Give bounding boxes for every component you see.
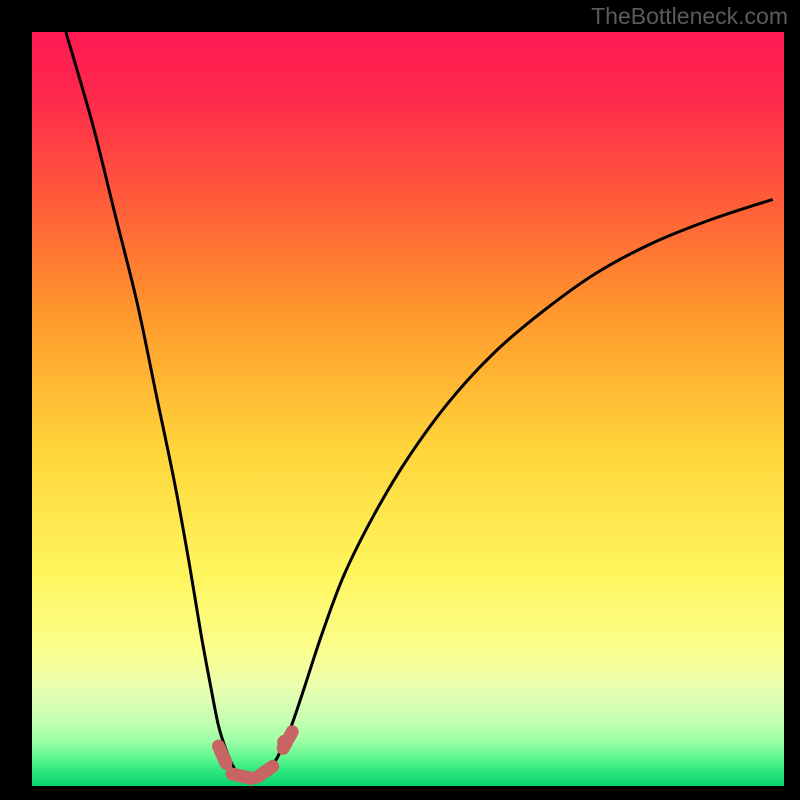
marker-segment xyxy=(218,746,226,763)
marker-segment xyxy=(258,766,273,777)
chart-canvas: TheBottleneck.com xyxy=(0,0,800,800)
watermark-text: TheBottleneck.com xyxy=(591,3,788,30)
curve-layer xyxy=(32,32,784,786)
marker-segment xyxy=(232,774,252,779)
plot-area xyxy=(32,32,784,786)
bottleneck-curve xyxy=(66,32,773,780)
marker-dot xyxy=(277,735,292,750)
